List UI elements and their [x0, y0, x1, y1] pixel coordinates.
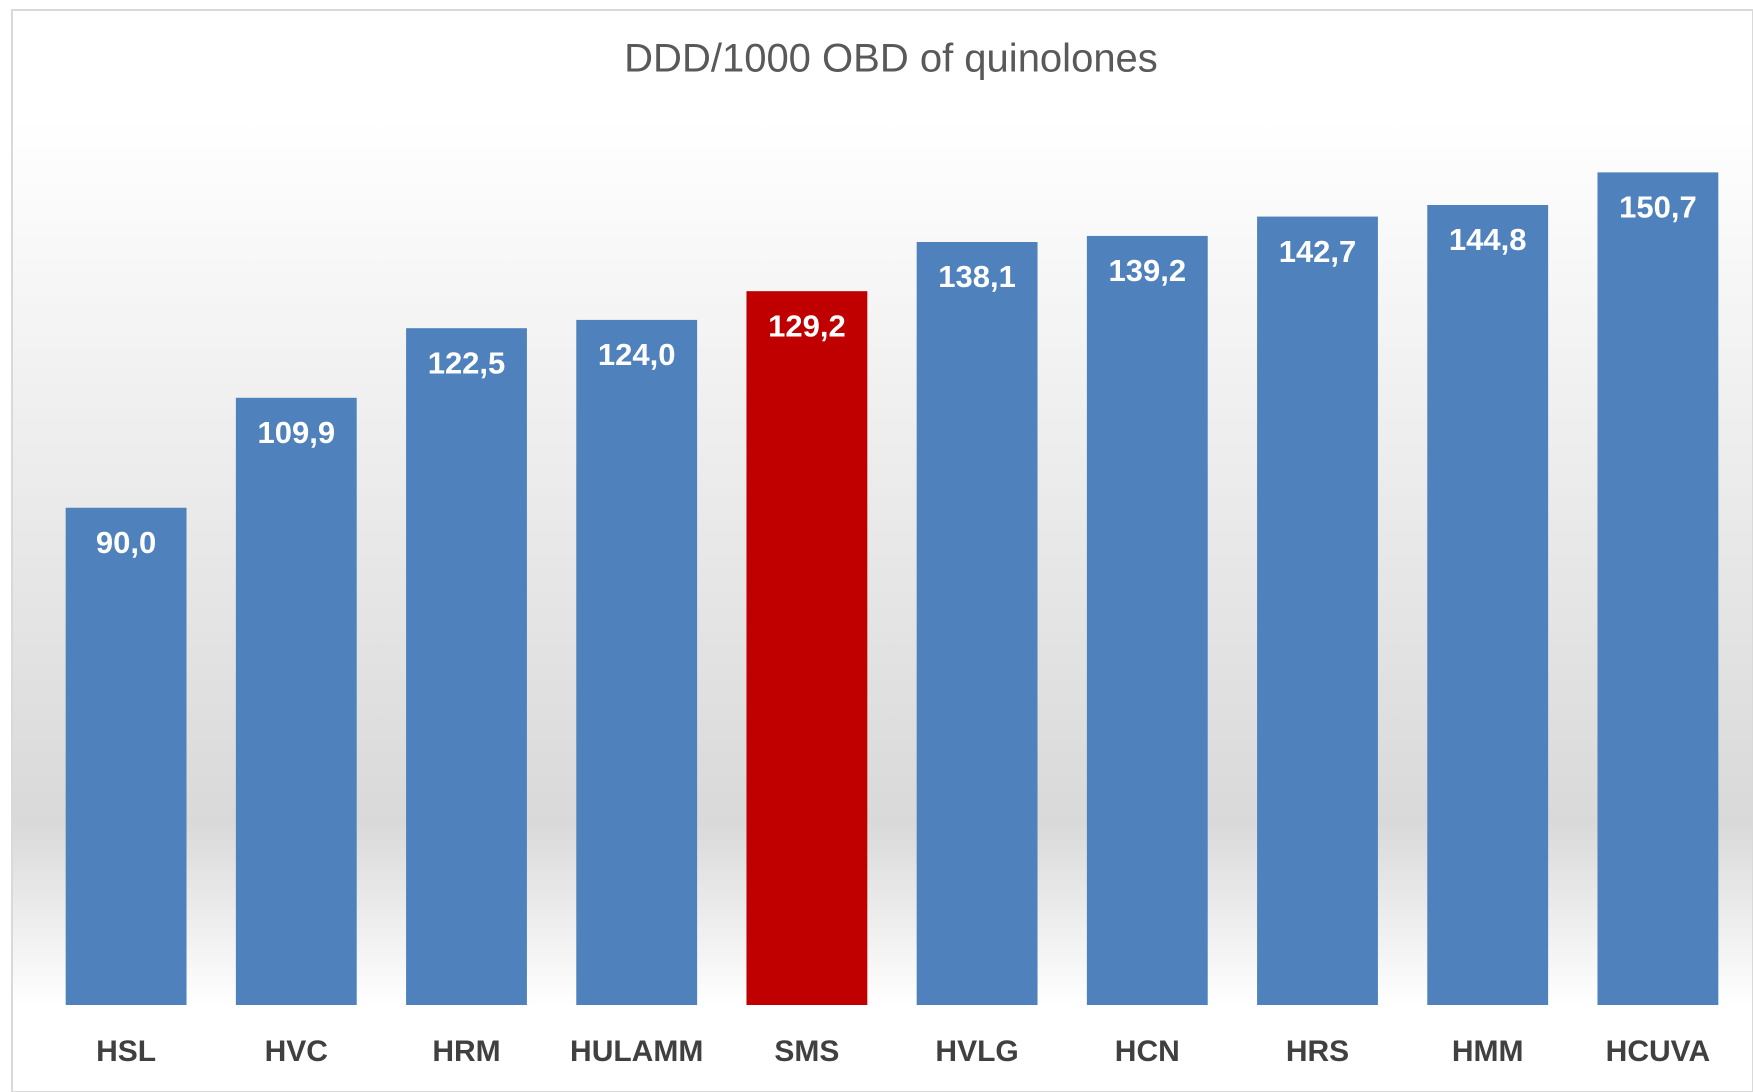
x-tick-label: HSL	[96, 1035, 156, 1068]
data-label: 142,7	[1279, 234, 1357, 269]
chart-title: DDD/1000 OBD of quinolones	[624, 37, 1158, 81]
bar	[406, 328, 527, 1005]
data-label: 129,2	[768, 308, 846, 343]
bar	[1086, 235, 1208, 1006]
x-tick-label: HVC	[265, 1035, 328, 1068]
data-label: 90,0	[96, 525, 156, 560]
x-tick-label: HCN	[1115, 1035, 1180, 1068]
data-label: 124,0	[598, 337, 676, 372]
bar	[746, 291, 868, 1005]
x-tick-label: HRM	[432, 1035, 500, 1068]
bar	[1597, 172, 1719, 1005]
bar	[65, 507, 187, 1005]
data-label: 109,9	[258, 415, 336, 450]
bar	[1427, 204, 1549, 1006]
bar	[916, 241, 1038, 1005]
data-label: 144,8	[1449, 222, 1527, 257]
x-tick-label: HULAMM	[570, 1035, 703, 1068]
x-tick-label: HMM	[1452, 1035, 1524, 1068]
data-label: 150,7	[1619, 190, 1697, 225]
x-tick-label: HCUVA	[1606, 1035, 1710, 1068]
data-label: 139,2	[1109, 253, 1187, 288]
bar	[1257, 216, 1378, 1005]
x-tick-label: HVLG	[935, 1035, 1018, 1068]
data-label: 138,1	[938, 259, 1016, 294]
bar	[576, 319, 698, 1005]
x-tick-label: HRS	[1286, 1035, 1349, 1068]
bar	[235, 397, 357, 1005]
x-tick-label: SMS	[774, 1035, 839, 1068]
data-label: 122,5	[428, 345, 506, 380]
